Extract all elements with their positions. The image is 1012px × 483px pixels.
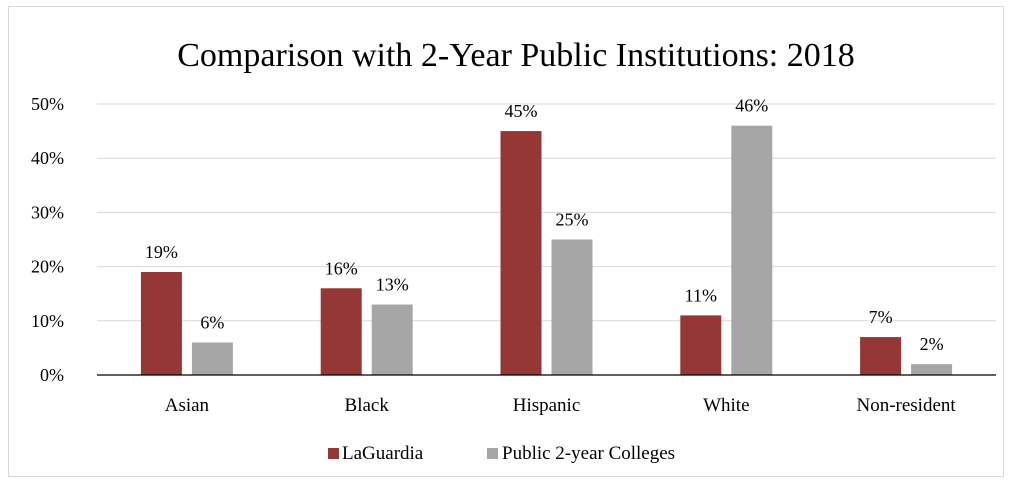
data-labels: 19% 6% 16% 13% 45% 25% 11% 46% 7% 2% xyxy=(145,96,944,354)
x-tick-label-asian: Asian xyxy=(165,395,210,416)
data-label-laguardia-black: 16% xyxy=(325,258,358,278)
chart-title: Comparison with 2-Year Public Institutio… xyxy=(177,37,855,74)
data-label-public-2-year-colleges-asian: 6% xyxy=(200,312,224,332)
x-tick-label-hispanic: Hispanic xyxy=(513,395,581,416)
bar-public-2-year-colleges-asian xyxy=(191,342,233,375)
bar-laguardia-white xyxy=(680,315,722,375)
bar-public-2-year-colleges-white xyxy=(731,125,773,376)
data-label-public-2-year-colleges-white: 46% xyxy=(735,96,768,116)
legend-label-laguardia: LaGuardia xyxy=(342,443,424,464)
bar-laguardia-black xyxy=(320,288,362,375)
y-tick-label-40: 40% xyxy=(31,148,64,168)
bar-public-2-year-colleges-non-resident xyxy=(911,364,953,375)
legend-label-public-2-year-colleges: Public 2-year Colleges xyxy=(502,443,675,464)
y-tick-label-10: 10% xyxy=(31,311,64,331)
y-tick-label-30: 30% xyxy=(31,202,64,222)
data-label-laguardia-white: 11% xyxy=(685,285,717,305)
bar-public-2-year-colleges-black xyxy=(371,304,413,375)
x-tick-label-black: Black xyxy=(345,395,390,416)
data-label-public-2-year-colleges-hispanic: 25% xyxy=(556,210,589,230)
x-tick-label-non-resident: Non-resident xyxy=(856,395,956,416)
x-axis-tick-labels: Asian Black Hispanic White Non-resident xyxy=(165,395,957,416)
bars xyxy=(140,125,953,376)
bar-public-2-year-colleges-hispanic xyxy=(551,239,593,375)
y-tick-label-20: 20% xyxy=(31,257,64,277)
bar-laguardia-hispanic xyxy=(500,131,542,375)
bar-laguardia-non-resident xyxy=(860,337,902,375)
data-label-public-2-year-colleges-non-resident: 2% xyxy=(920,334,944,354)
data-label-laguardia-hispanic: 45% xyxy=(505,101,538,121)
legend-swatch-laguardia xyxy=(328,448,339,459)
x-tick-label-white: White xyxy=(703,395,749,416)
gridlines xyxy=(97,103,996,322)
data-label-laguardia-non-resident: 7% xyxy=(869,307,893,327)
y-tick-label-0: 0% xyxy=(40,365,64,385)
y-tick-label-50: 50% xyxy=(31,94,64,114)
data-label-laguardia-asian: 19% xyxy=(145,242,178,262)
legend: LaGuardia Public 2-year Colleges xyxy=(328,443,675,464)
bar-laguardia-asian xyxy=(140,272,182,375)
y-axis-tick-labels: 0% 10% 20% 30% 40% 50% xyxy=(31,94,64,385)
legend-swatch-public-2-year-colleges xyxy=(487,448,498,459)
data-label-public-2-year-colleges-black: 13% xyxy=(376,275,409,295)
